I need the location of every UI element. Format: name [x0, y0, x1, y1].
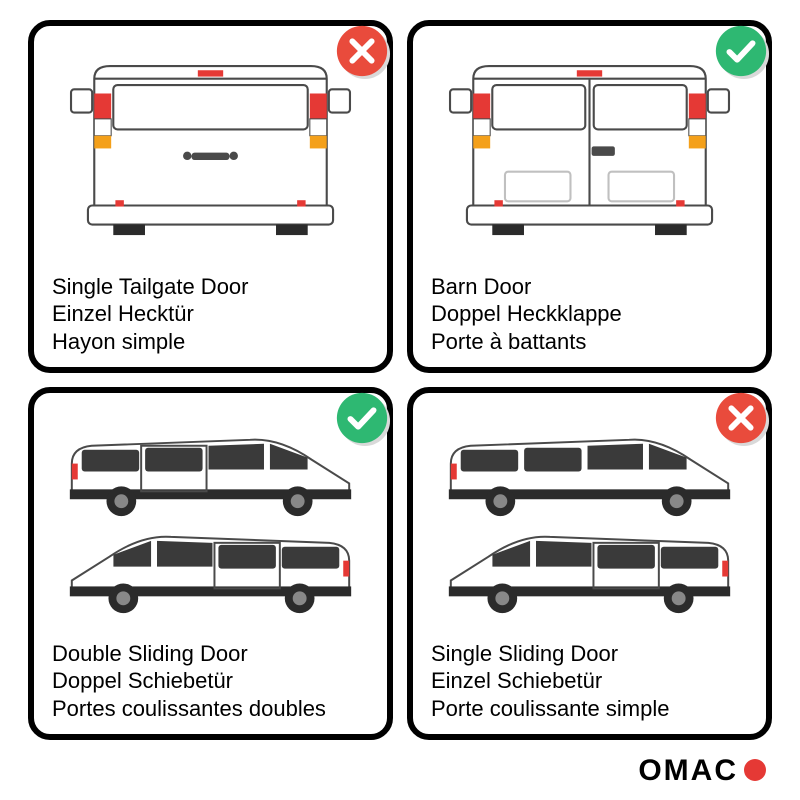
check-icon	[333, 389, 391, 447]
illustration-side-single	[431, 407, 748, 632]
illustration-rear-barn	[431, 40, 748, 265]
label-de: Doppel Schiebetür	[52, 667, 369, 695]
option-grid: Single Tailgate Door Einzel Hecktür Hayo…	[28, 20, 772, 740]
status-badge	[712, 389, 770, 447]
card-single-tailgate: Single Tailgate Door Einzel Hecktür Hayo…	[28, 20, 393, 373]
illustration-side-double	[52, 407, 369, 632]
status-badge	[333, 22, 391, 80]
label-fr: Hayon simple	[52, 328, 369, 356]
cross-icon	[333, 22, 391, 80]
status-badge	[333, 389, 391, 447]
brand-logo: OMAC	[638, 754, 766, 788]
label-en: Double Sliding Door	[52, 640, 369, 668]
label-en: Barn Door	[431, 273, 748, 301]
card-barn-door: Barn Door Doppel Heckklappe Porte à batt…	[407, 20, 772, 373]
labels: Single Tailgate Door Einzel Hecktür Hayo…	[52, 273, 369, 356]
labels: Single Sliding Door Einzel Schiebetür Po…	[431, 640, 748, 723]
label-fr: Porte coulissante simple	[431, 695, 748, 723]
card-single-sliding: Single Sliding Door Einzel Schiebetür Po…	[407, 387, 772, 740]
check-icon	[712, 22, 770, 80]
labels: Double Sliding Door Doppel Schiebetür Po…	[52, 640, 369, 723]
label-en: Single Tailgate Door	[52, 273, 369, 301]
label-de: Einzel Schiebetür	[431, 667, 748, 695]
labels: Barn Door Doppel Heckklappe Porte à batt…	[431, 273, 748, 356]
label-de: Doppel Heckklappe	[431, 300, 748, 328]
label-fr: Porte à battants	[431, 328, 748, 356]
brand-text: OMAC	[638, 754, 738, 788]
illustration-rear-single	[52, 40, 369, 265]
card-double-sliding: Double Sliding Door Doppel Schiebetür Po…	[28, 387, 393, 740]
label-en: Single Sliding Door	[431, 640, 748, 668]
label-de: Einzel Hecktür	[52, 300, 369, 328]
status-badge	[712, 22, 770, 80]
brand-dot-icon	[744, 759, 766, 781]
label-fr: Portes coulissantes doubles	[52, 695, 369, 723]
cross-icon	[712, 389, 770, 447]
